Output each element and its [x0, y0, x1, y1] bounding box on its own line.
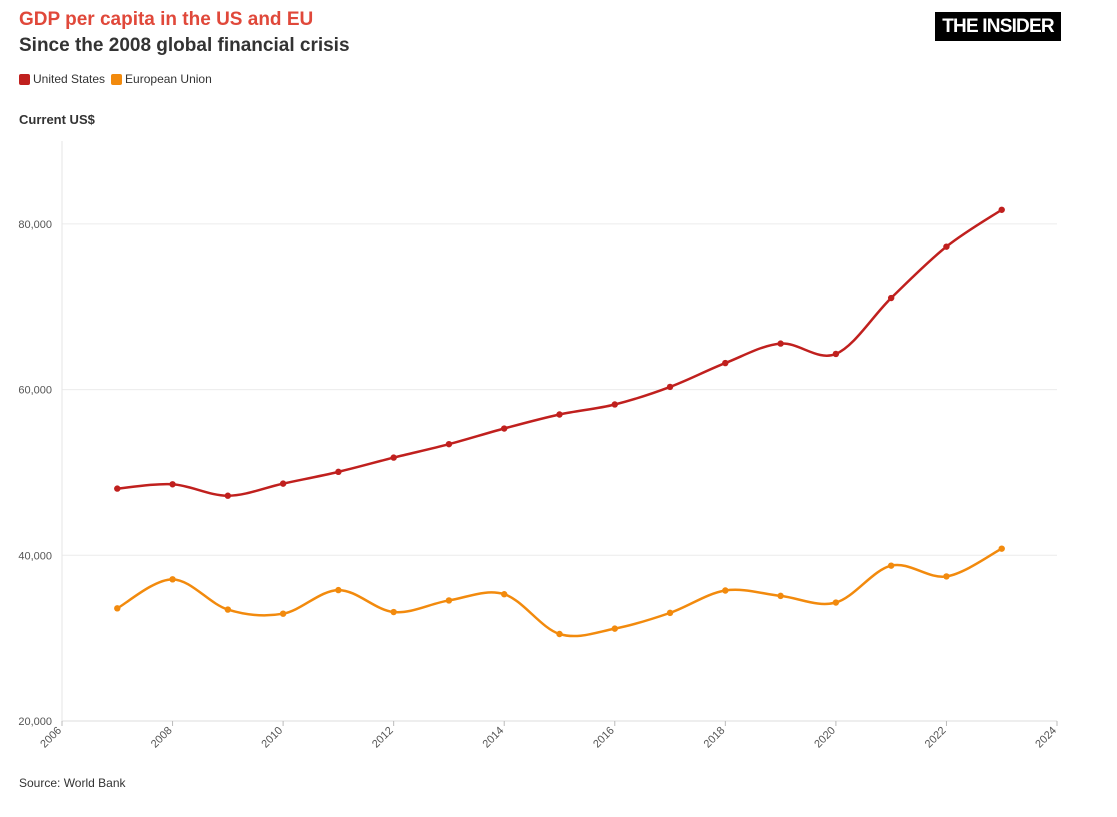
data-point-eu — [335, 587, 341, 593]
data-point-us — [722, 360, 728, 366]
x-tick-label: 2010 — [259, 725, 285, 751]
data-point-us — [556, 411, 562, 417]
data-point-us — [335, 469, 341, 475]
data-point-eu — [667, 610, 673, 616]
x-tick-label: 2014 — [481, 725, 507, 751]
data-point-us — [943, 243, 949, 249]
data-point-us — [833, 351, 839, 357]
data-point-us — [390, 454, 396, 460]
data-point-eu — [446, 597, 452, 603]
x-tick-label: 2022 — [923, 725, 949, 751]
data-point-us — [999, 207, 1005, 213]
data-point-us — [667, 384, 673, 390]
data-point-us — [446, 441, 452, 447]
data-point-eu — [888, 562, 894, 568]
data-point-eu — [114, 605, 120, 611]
data-point-us — [501, 425, 507, 431]
data-point-us — [612, 401, 618, 407]
y-tick-label: 80,000 — [18, 219, 52, 231]
y-tick-label: 20,000 — [18, 716, 52, 728]
data-point-us — [114, 485, 120, 491]
series-line-eu — [117, 549, 1001, 636]
y-tick-label: 60,000 — [18, 385, 52, 397]
data-point-eu — [556, 631, 562, 637]
x-tick-label: 2012 — [370, 725, 396, 751]
data-point-us — [777, 340, 783, 346]
data-point-eu — [169, 576, 175, 582]
data-point-eu — [999, 545, 1005, 551]
line-chart: 20,000 40,000 60,000 80,000 2006 2008 2010 2012… — [0, 0, 1117, 817]
data-point-eu — [390, 609, 396, 615]
data-point-us — [280, 480, 286, 486]
data-point-eu — [722, 587, 728, 593]
x-tick-label: 2016 — [591, 725, 617, 751]
y-tick-label: 40,000 — [18, 550, 52, 562]
data-point-eu — [225, 606, 231, 612]
data-point-eu — [612, 625, 618, 631]
x-tick-label: 2018 — [702, 725, 728, 751]
data-point-eu — [943, 573, 949, 579]
x-tick-label: 2006 — [38, 725, 64, 751]
data-point-eu — [833, 599, 839, 605]
data-point-us — [888, 295, 894, 301]
data-point-us — [169, 481, 175, 487]
x-tick-label: 2008 — [149, 725, 175, 751]
series-line-us — [117, 210, 1001, 496]
x-tick-label: 2024 — [1033, 725, 1059, 751]
data-point-us — [225, 493, 231, 499]
source-note: Source: World Bank — [19, 776, 126, 790]
data-point-eu — [501, 591, 507, 597]
data-point-eu — [777, 593, 783, 599]
x-tick-label: 2020 — [812, 725, 838, 751]
data-point-eu — [280, 611, 286, 617]
